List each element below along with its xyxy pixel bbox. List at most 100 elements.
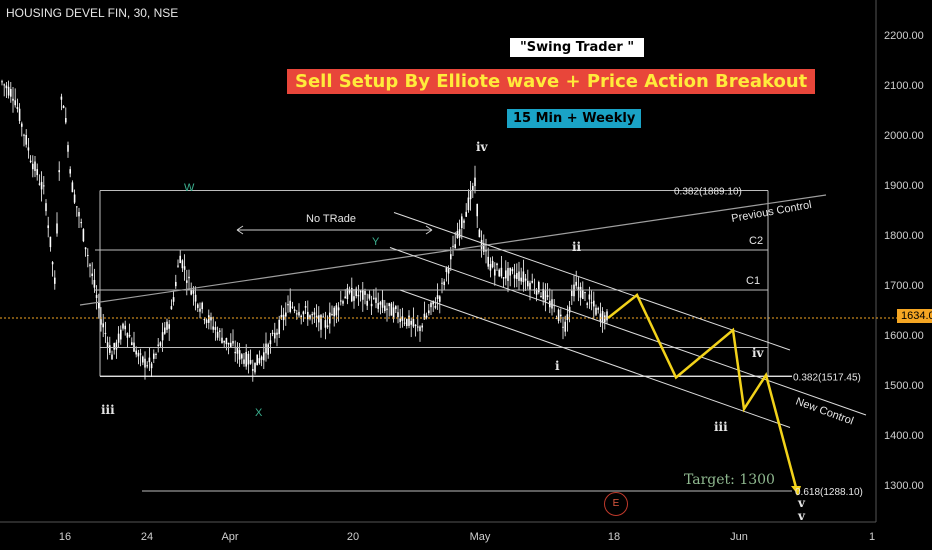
candle-body (126, 333, 129, 338)
c1-label: C1 (746, 275, 760, 287)
candle-body (300, 315, 302, 318)
candle-body (562, 326, 564, 328)
candle-body (601, 311, 604, 324)
candle-body (128, 334, 131, 337)
candle-body (474, 177, 476, 187)
candle-body (399, 318, 401, 322)
candle-body (560, 314, 562, 317)
candle-body (265, 343, 267, 354)
candle-body (346, 288, 349, 300)
candle-body (153, 353, 155, 359)
candle-body (566, 314, 569, 321)
candle-body (571, 290, 573, 297)
candle-body (3, 84, 5, 86)
candle-body (324, 320, 327, 328)
candle-body (117, 333, 120, 343)
candle-body (45, 203, 47, 212)
event-marker-icon[interactable]: E (604, 492, 628, 516)
candle-body (366, 300, 368, 306)
candle-body (10, 88, 12, 97)
candle-body (362, 289, 364, 300)
candle-body (450, 254, 452, 260)
candle-body (480, 239, 483, 249)
candle-body (232, 341, 234, 344)
time-tick-label: 18 (608, 531, 620, 543)
candle-body (485, 250, 487, 252)
candle-body (309, 315, 311, 319)
candlestick-series (1, 79, 608, 382)
candle-body (595, 307, 597, 315)
candle-body (135, 350, 137, 355)
candle-body (21, 123, 23, 127)
candle-body (179, 255, 181, 264)
candle-body (32, 163, 34, 170)
candle-body (93, 279, 96, 288)
candle-body (131, 342, 133, 346)
candle-body (342, 301, 344, 304)
candle-body (247, 353, 250, 365)
price-tick-label: 1300.00 (884, 480, 924, 492)
candle-body (254, 362, 256, 373)
candle-body (421, 325, 423, 328)
candle-body (544, 290, 547, 302)
candle-body (91, 273, 93, 277)
price-axis[interactable]: 2200.00 2100.00 2000.00 1900.00 1800.00 1700.… (884, 30, 924, 492)
candle-body (379, 302, 382, 305)
candle-body (538, 282, 540, 293)
candle-body (417, 326, 419, 328)
candle-body (355, 288, 357, 297)
candle-body (115, 342, 118, 350)
candle-body (23, 134, 25, 136)
wave-label: v (797, 496, 806, 510)
time-tick-label: Apr (221, 531, 238, 543)
candle-body (410, 320, 412, 325)
candle-body (56, 223, 58, 234)
candle-body (36, 169, 38, 176)
candle-body (190, 290, 192, 295)
candle-body (546, 295, 549, 298)
time-axis[interactable]: 16 24 Apr 20 May 18 Jun 1 (59, 531, 875, 543)
last-price-tag: 1634.00 (897, 309, 932, 323)
candle-body (586, 303, 588, 305)
candle-body (447, 268, 450, 274)
candle-body (359, 290, 362, 293)
candle-body (331, 313, 333, 315)
annotation-layer: 0.382(1889.10) C2 C1 0.382(1517.45) 0.618(12… (0, 140, 897, 523)
candle-body (159, 342, 162, 346)
price-tick-label: 1900.00 (884, 180, 924, 192)
candle-body (87, 255, 89, 257)
time-tick-label: 20 (347, 531, 359, 543)
candle-body (593, 300, 595, 307)
candle-body (260, 356, 263, 360)
candle-body (443, 281, 445, 286)
candle-body (230, 342, 232, 347)
candle-body (109, 345, 111, 353)
candle-body (100, 319, 102, 325)
candle-body (188, 276, 190, 279)
candle-body (465, 211, 467, 217)
candle-body (353, 296, 355, 301)
candle-body (412, 318, 415, 327)
candle-body (49, 236, 52, 248)
candle-body (278, 319, 280, 335)
candle-body (531, 281, 533, 283)
candle-body (388, 303, 390, 307)
candle-body (368, 294, 371, 299)
candle-body (249, 360, 252, 364)
candle-body (483, 243, 485, 252)
candle-body (500, 267, 503, 277)
candle-body (597, 308, 599, 310)
candle-body (102, 323, 104, 328)
candle-body (423, 313, 426, 320)
candle-body (518, 271, 520, 281)
candle-body (313, 312, 316, 315)
candle-body (73, 194, 76, 203)
candle-body (568, 306, 571, 313)
candle-body (296, 313, 298, 315)
candle-body (333, 307, 335, 317)
candle-body (58, 170, 60, 173)
candle-body (524, 278, 527, 281)
candle-body (80, 221, 82, 224)
candle-body (142, 356, 144, 363)
candle-body (302, 311, 305, 315)
